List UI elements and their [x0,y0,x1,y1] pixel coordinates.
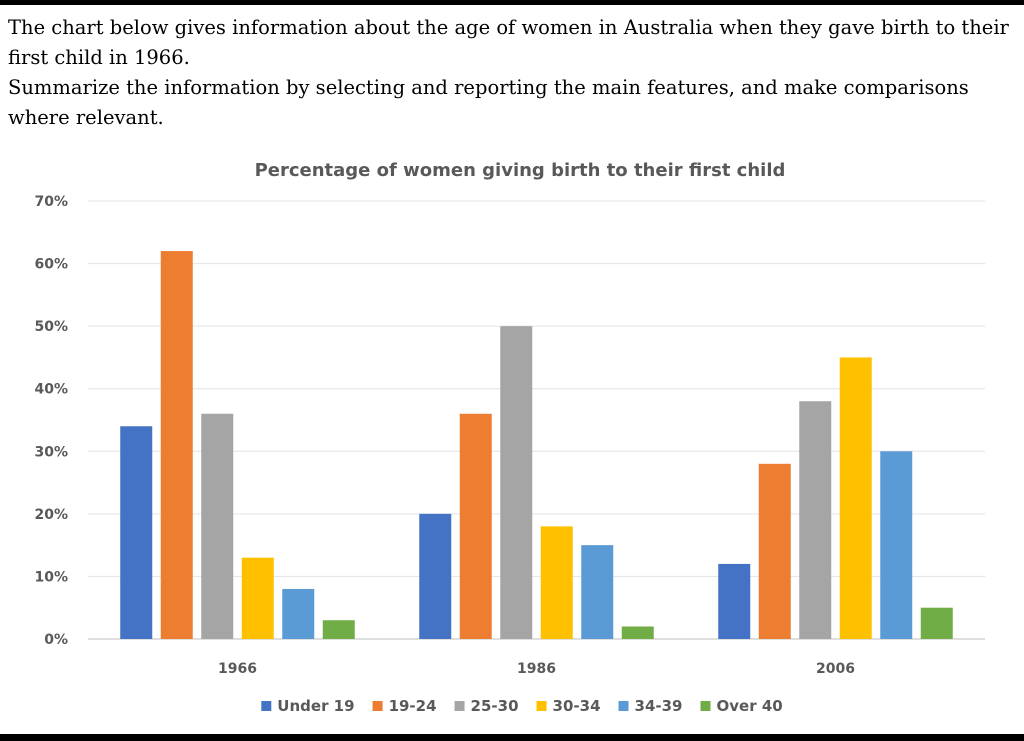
bar-19-24-1966 [160,251,193,640]
legend-item: 25-30 [454,697,519,715]
bar-under-19-1966 [120,426,153,639]
legend-label: 19-24 [389,697,437,715]
y-tick-label: 0% [44,632,68,648]
x-tick-label: 1986 [517,661,556,677]
task-prompt: The chart below gives information about … [8,13,1013,133]
legend-item: 30-34 [536,697,601,715]
bar-over-40-1966 [322,620,355,639]
y-tick-label: 70% [34,194,68,210]
bar-34-39-2006 [880,451,913,639]
legend-label: Over 40 [717,697,783,715]
bar-under-19-2006 [718,563,751,639]
legend-swatch [261,701,272,711]
screenshot-frame: The chart below gives information about … [0,5,1024,734]
y-tick-label: 30% [34,444,68,460]
legend-swatch [454,701,465,711]
legend-label: 34-39 [635,697,683,715]
bar-25-30-1966 [201,413,234,639]
legend-swatch [700,701,711,711]
bar-over-40-1986 [621,626,654,639]
legend-swatch [372,701,383,711]
x-tick-label: 2006 [816,661,855,677]
bars [120,251,953,640]
legend-label: 30-34 [553,697,601,715]
y-tick-label: 10% [34,569,68,585]
legend-swatch [536,701,547,711]
legend-item: 19-24 [372,697,437,715]
legend-item: Under 19 [261,697,355,715]
prompt-line-2: Summarize the information by selecting a… [8,76,969,129]
bar-over-40-2006 [920,607,953,639]
x-axis-ticks: 1966 1986 2006 [218,661,855,677]
legend-label: Under 19 [277,697,354,715]
prompt-line-1: The chart below gives information about … [8,16,1009,69]
y-tick-label: 60% [34,257,68,273]
legend: Under 19 19-24 25-30 30-34 34-39 Over 40 [261,697,783,715]
bar-chart: Percentage of women giving birth to thei… [34,160,985,715]
legend-swatch [618,701,629,711]
bar-19-24-2006 [758,463,791,639]
bar-30-34-1986 [540,526,573,639]
bar-25-30-1986 [500,326,533,639]
y-tick-label: 20% [34,507,68,523]
bar-30-34-1966 [241,557,274,639]
legend-item: 34-39 [618,697,683,715]
bar-34-39-1986 [581,545,614,639]
y-tick-label: 50% [34,319,68,335]
y-axis-ticks: 0% 10% 20% 30% 40% 50% 60% 70% [34,194,68,648]
bar-34-39-1966 [282,588,315,639]
x-tick-label: 1966 [218,661,257,677]
bar-19-24-1986 [459,413,492,639]
y-tick-label: 40% [34,382,68,398]
bar-25-30-2006 [799,401,832,639]
legend-label: 25-30 [471,697,519,715]
legend-item: Over 40 [700,697,783,715]
gridlines [88,200,985,640]
bar-30-34-2006 [839,357,872,639]
chart-title: Percentage of women giving birth to thei… [255,160,786,181]
bar-under-19-1986 [419,513,452,639]
